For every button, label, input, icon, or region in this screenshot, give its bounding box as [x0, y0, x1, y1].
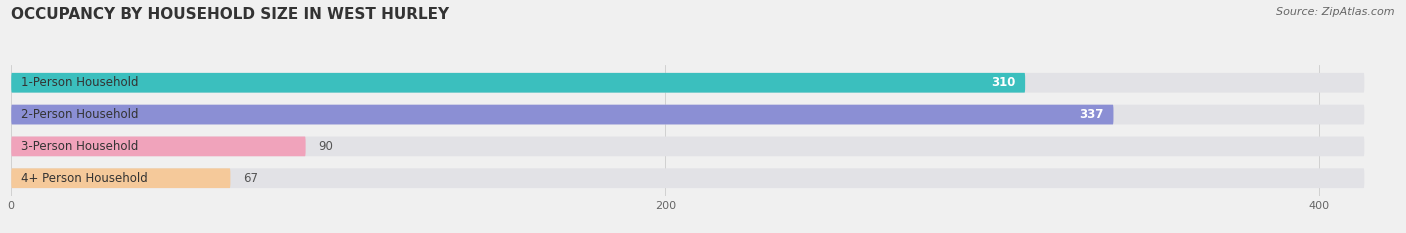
FancyBboxPatch shape	[11, 137, 305, 156]
FancyBboxPatch shape	[11, 168, 1364, 188]
Text: Source: ZipAtlas.com: Source: ZipAtlas.com	[1277, 7, 1395, 17]
FancyBboxPatch shape	[11, 73, 1364, 93]
FancyBboxPatch shape	[11, 105, 1364, 124]
FancyBboxPatch shape	[11, 137, 1364, 156]
Text: 1-Person Household: 1-Person Household	[21, 76, 139, 89]
Text: 337: 337	[1080, 108, 1104, 121]
Text: 3-Person Household: 3-Person Household	[21, 140, 138, 153]
FancyBboxPatch shape	[11, 168, 231, 188]
Text: 310: 310	[991, 76, 1015, 89]
Text: OCCUPANCY BY HOUSEHOLD SIZE IN WEST HURLEY: OCCUPANCY BY HOUSEHOLD SIZE IN WEST HURL…	[11, 7, 450, 22]
FancyBboxPatch shape	[11, 73, 1025, 93]
Text: 67: 67	[243, 172, 259, 185]
Text: 2-Person Household: 2-Person Household	[21, 108, 139, 121]
FancyBboxPatch shape	[11, 105, 1114, 124]
Text: 4+ Person Household: 4+ Person Household	[21, 172, 148, 185]
Text: 90: 90	[319, 140, 333, 153]
